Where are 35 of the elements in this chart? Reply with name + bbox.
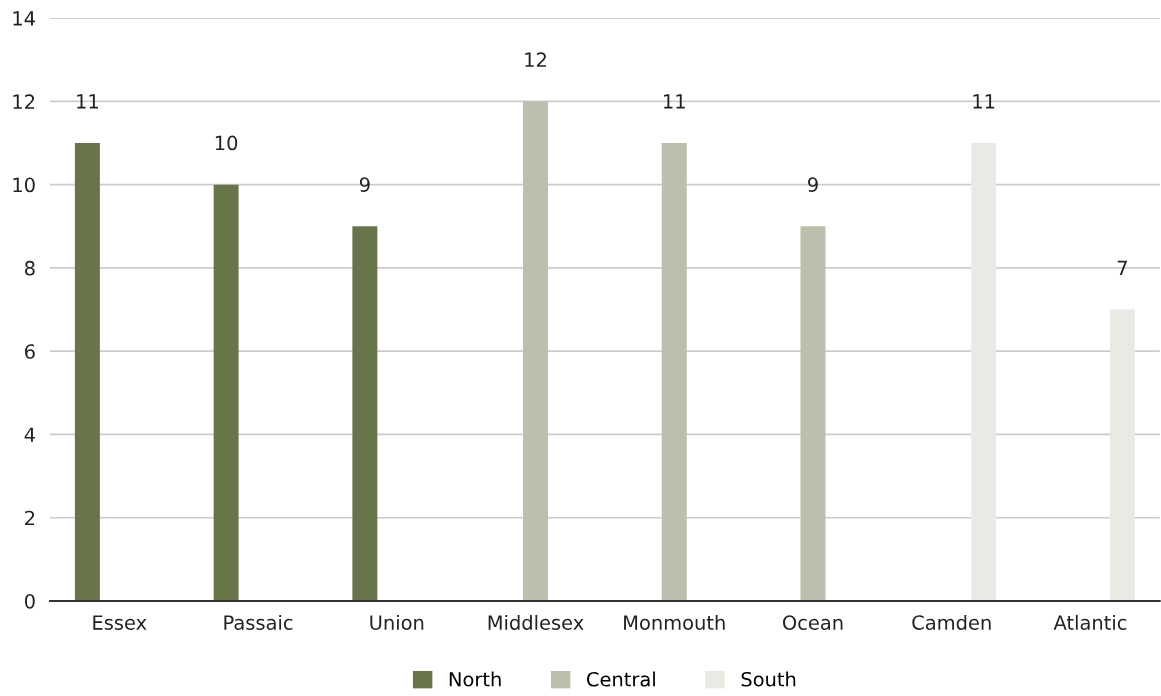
bar	[74, 143, 100, 601]
data-label: 11	[77, 94, 98, 109]
legend-label: North	[449, 671, 501, 687]
data-label: 12	[525, 52, 546, 67]
y-tick-label: 10	[13, 177, 35, 193]
y-tick-label: 12	[13, 94, 35, 109]
data-label: 11	[973, 94, 995, 109]
x-tick-label: Passaic	[224, 614, 293, 630]
x-tick-label: Camden	[912, 614, 991, 630]
bar	[213, 184, 239, 601]
x-tick-label: Atlantic	[1053, 614, 1127, 630]
y-tick-label: 0	[24, 593, 35, 609]
legend-label: South	[741, 671, 796, 687]
x-tick-label: Union	[370, 614, 424, 630]
data-label: 10	[215, 135, 238, 151]
y-tick-label: 14	[13, 11, 35, 26]
bar	[971, 143, 997, 601]
bar	[352, 226, 378, 601]
y-tick-label: 4	[24, 427, 35, 442]
y-tick-label: 2	[25, 510, 35, 526]
data-label: 11	[664, 94, 685, 109]
x-tick-label: Middlesex	[488, 614, 584, 630]
x-tick-label: Monmouth	[624, 614, 725, 630]
bar	[523, 101, 548, 601]
y-tick-label: 6	[25, 344, 35, 359]
x-tick-label: Ocean	[782, 615, 843, 630]
y-tick-label: 8	[24, 260, 35, 276]
data-label: 7	[1117, 260, 1127, 275]
data-label: 9	[808, 177, 818, 192]
bar	[1109, 309, 1135, 601]
x-tick-label: Essex	[93, 615, 147, 630]
bar	[800, 226, 826, 601]
legend-label: Central	[587, 671, 655, 687]
data-label: 9	[359, 177, 370, 192]
bar	[661, 143, 687, 601]
